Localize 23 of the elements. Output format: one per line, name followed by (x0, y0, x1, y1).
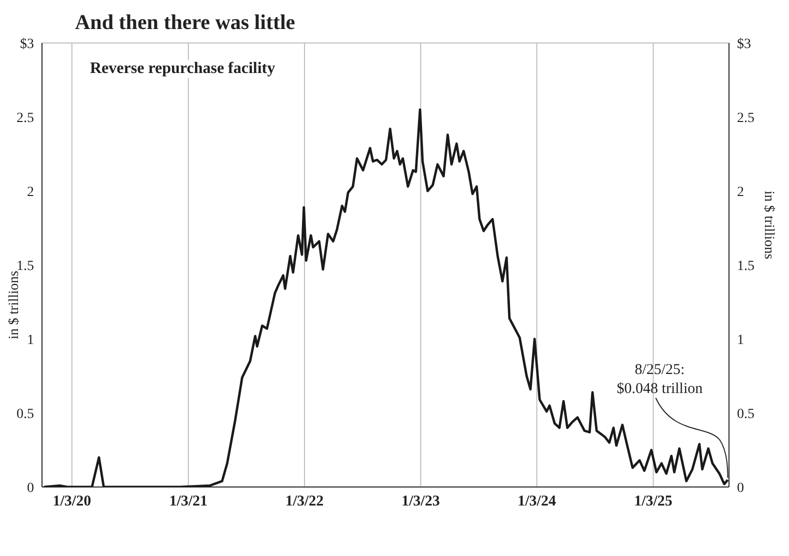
y2-tick-label: 2.5 (737, 110, 754, 126)
y-tick-label: 0.5 (16, 406, 34, 422)
x-tick-label: 1/3/20 (52, 494, 92, 510)
y2-axis-title: in $ trillions (761, 190, 776, 260)
y2-tick-label: 1.5 (737, 258, 754, 274)
x-tick-label: 1/3/24 (518, 494, 556, 510)
y2-tick-label: 2 (737, 184, 744, 200)
y-tick-label: 2 (27, 184, 34, 200)
y-tick-label: 2.5 (16, 110, 34, 126)
chart-title: And then there was little (75, 10, 296, 35)
y-tick-label: $3 (20, 36, 34, 52)
x-tick-label: 1/3/25 (634, 494, 672, 510)
annotation: 8/25/25: $0.048 trillion (616, 362, 704, 397)
y-tick-label: 1 (27, 332, 34, 348)
y2-tick-label: 0.5 (737, 406, 754, 422)
y-tick-label: 0 (27, 480, 34, 496)
y2-tick-label: 0 (737, 480, 744, 496)
x-tick-label: 1/3/23 (401, 494, 440, 510)
y2-tick-label: 1 (737, 332, 744, 348)
y2-tick-label: $3 (737, 36, 751, 52)
x-tick-label: 1/3/22 (285, 494, 324, 510)
x-tick-label: 1/3/21 (169, 494, 208, 510)
text: Reverse repurchase facility (90, 60, 276, 78)
